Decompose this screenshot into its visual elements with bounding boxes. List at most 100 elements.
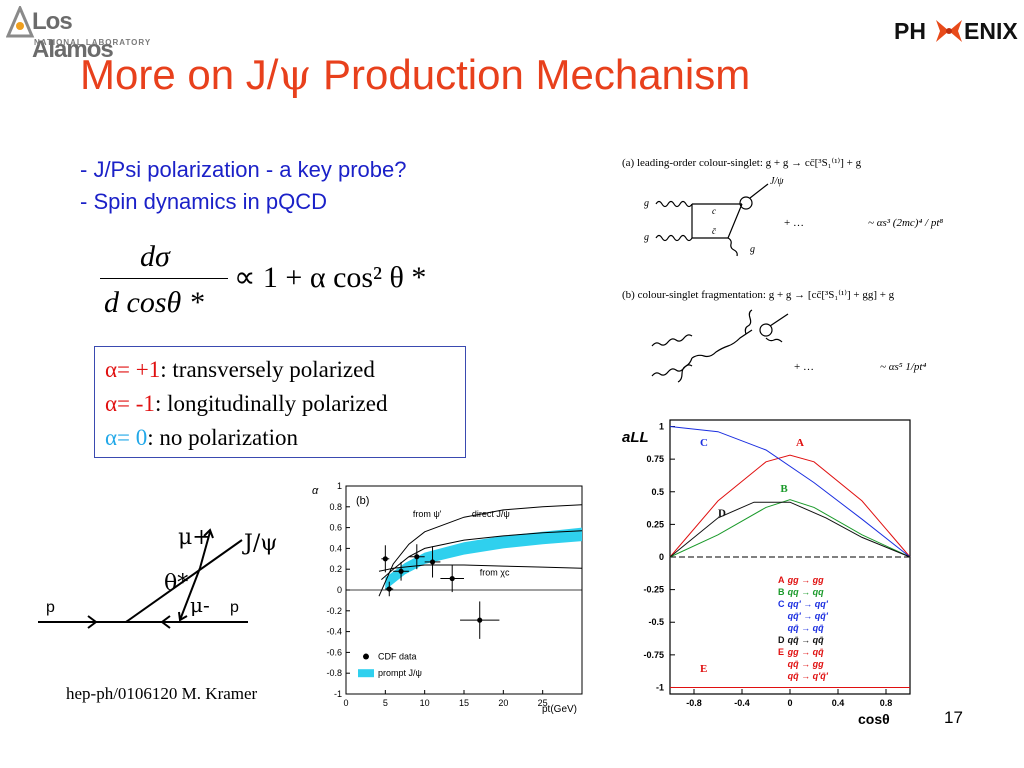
- legend-process: qq̄ → q'q̄': [788, 671, 829, 681]
- jpsi-line: [749, 183, 769, 199]
- legend-process: gg → gg: [787, 575, 824, 585]
- bullet-item: - Spin dynamics in pQCD: [80, 189, 327, 214]
- formula-denominator: d cosθ *: [104, 286, 204, 319]
- phenix-logo-prefix: PH: [894, 18, 926, 44]
- alpha-value: α= +1: [105, 357, 161, 382]
- x-tick-label: 0.4: [832, 698, 845, 708]
- y-tick-label: -1: [334, 689, 342, 699]
- curve-label-from-psi-prime: from ψ': [413, 509, 442, 519]
- los-alamos-emblem-icon: [6, 6, 35, 38]
- legend-marker-band: [358, 669, 374, 678]
- label-cbar: c̄: [712, 226, 717, 236]
- polarization-desc: : longitudinally polarized: [154, 391, 388, 416]
- feynman-a-tail: + …: [784, 217, 804, 229]
- y-tick-label: 0.8: [329, 502, 342, 512]
- x-tick-label: 5: [383, 698, 388, 708]
- alpha-value: α= -1: [105, 391, 155, 416]
- feynman-diagrams: (a) leading-order colour-singlet: g + g …: [622, 157, 943, 383]
- curve-label: B: [780, 483, 788, 495]
- bound-state-blob: [739, 196, 753, 210]
- title-psi: ψ: [278, 50, 312, 99]
- legend-process: qq' → qq': [788, 599, 829, 609]
- los-alamos-name: Los Alamos: [32, 8, 114, 63]
- legend-process: qq̄ → gg: [788, 659, 824, 669]
- curve-label-from-chic: from χc: [480, 567, 510, 577]
- gluon-line: [727, 237, 738, 257]
- feynman-a-scale: ~ αs³ (2mc)⁴ / pt⁸: [868, 217, 943, 229]
- quark-line: [727, 203, 743, 239]
- title-prefix: More on J/: [80, 51, 279, 98]
- y-tick-label: 1: [337, 481, 342, 491]
- legend-process: qq̄ → qq̄: [788, 635, 824, 645]
- legend-marker-data: [363, 653, 369, 660]
- x-tick-label: 15: [459, 698, 469, 708]
- y-tick-label: 0: [337, 585, 342, 595]
- asymmetry-curve: [669, 454, 911, 558]
- panel-label: (b): [356, 495, 369, 507]
- label-p-right: p: [230, 599, 239, 616]
- jpsi-direction-line: [125, 539, 243, 623]
- y-tick-label: -0.8: [326, 668, 342, 678]
- feynman-b-caption: (b) colour-singlet fragmentation: g + g …: [622, 289, 895, 301]
- asymmetry-curve: [669, 501, 911, 558]
- data-point: [449, 575, 455, 582]
- y-tick-label: -0.5: [648, 617, 664, 627]
- data-point: [429, 559, 436, 565]
- gluon-line: [651, 334, 693, 347]
- slide-title: More on J/ψ Production Mechanism: [80, 50, 750, 99]
- x-tick-label: -0.8: [686, 698, 702, 708]
- prompt-jpsi-band: [385, 527, 582, 590]
- data-point: [398, 568, 404, 574]
- feynman-a-diagram: [655, 183, 769, 257]
- phenix-logo: PH ENIX: [886, 12, 1020, 52]
- legend-tag: E: [778, 647, 784, 657]
- polarization-box: α= +1: transversely polarized α= -1: lon…: [94, 346, 466, 458]
- legend-tag: A: [778, 575, 785, 585]
- arrow-right-icon: [87, 615, 98, 629]
- cdf-polarization-chart: -1-0.8-0.6-0.4-0.200.20.40.60.810 5 10 15 20…: [300, 476, 600, 720]
- data-point: [414, 554, 420, 560]
- jpsi-decay-sketch: μ+ J/ψ θ* μ- p p: [38, 525, 277, 629]
- y-tick-label: 0.5: [651, 487, 664, 497]
- reference-text: hep-ph/0106120 M. Kramer: [66, 684, 258, 703]
- label-mu-plus: μ+: [178, 525, 211, 550]
- legend-label-data: CDF data: [378, 652, 417, 662]
- x-tick-label: 10: [420, 698, 430, 708]
- bullet-list: - J/Psi polarization - a key probe? - Sp…: [80, 154, 407, 218]
- mu-minus-track: [179, 567, 201, 621]
- y-tick-label: -1: [656, 682, 664, 692]
- polarization-desc: : transversely polarized: [160, 357, 375, 382]
- curve-label: D: [718, 508, 726, 520]
- jpsi-line: [769, 313, 789, 327]
- phenix-logo-suffix: ENIX: [964, 18, 1018, 44]
- y-axis-label: aLL: [622, 429, 649, 446]
- chart-background: [300, 476, 600, 720]
- polarization-row: α= 0: no polarization: [105, 421, 465, 455]
- y-tick-label: 0.6: [329, 523, 342, 533]
- legend-process: qq → qq: [788, 587, 824, 597]
- y-tick-label: -0.6: [326, 647, 342, 657]
- y-tick-label: -0.75: [643, 650, 664, 660]
- label-theta: θ*: [164, 571, 188, 596]
- legend-process: gg → qq̄: [787, 647, 824, 657]
- legend-process: qq̄' → qq̄': [788, 611, 829, 621]
- label-jpsi: J/ψ: [770, 176, 784, 187]
- x-tick-label: 0: [787, 698, 792, 708]
- asymmetry-curve: [669, 426, 911, 558]
- label-c: c: [712, 206, 716, 216]
- curve-label-direct-jpsi: direct J/ψ: [472, 509, 510, 519]
- label-mu-minus: μ-: [190, 593, 210, 617]
- bound-state-blob: [759, 323, 773, 337]
- formula-fraction-bar: [100, 278, 228, 279]
- y-tick-label: 0.75: [646, 454, 664, 464]
- bullet-item: - J/Psi polarization - a key probe?: [80, 157, 407, 182]
- x-tick-label: 0: [343, 698, 348, 708]
- gluon-line: [677, 357, 693, 383]
- curve-label: C: [700, 437, 708, 449]
- legend-tag: C: [778, 599, 785, 609]
- theory-curve: [381, 530, 583, 580]
- page-number: 17: [944, 708, 963, 727]
- y-tick-label: -0.2: [326, 606, 342, 616]
- y-tick-label: -0.25: [643, 585, 664, 595]
- chart-background: [610, 406, 926, 732]
